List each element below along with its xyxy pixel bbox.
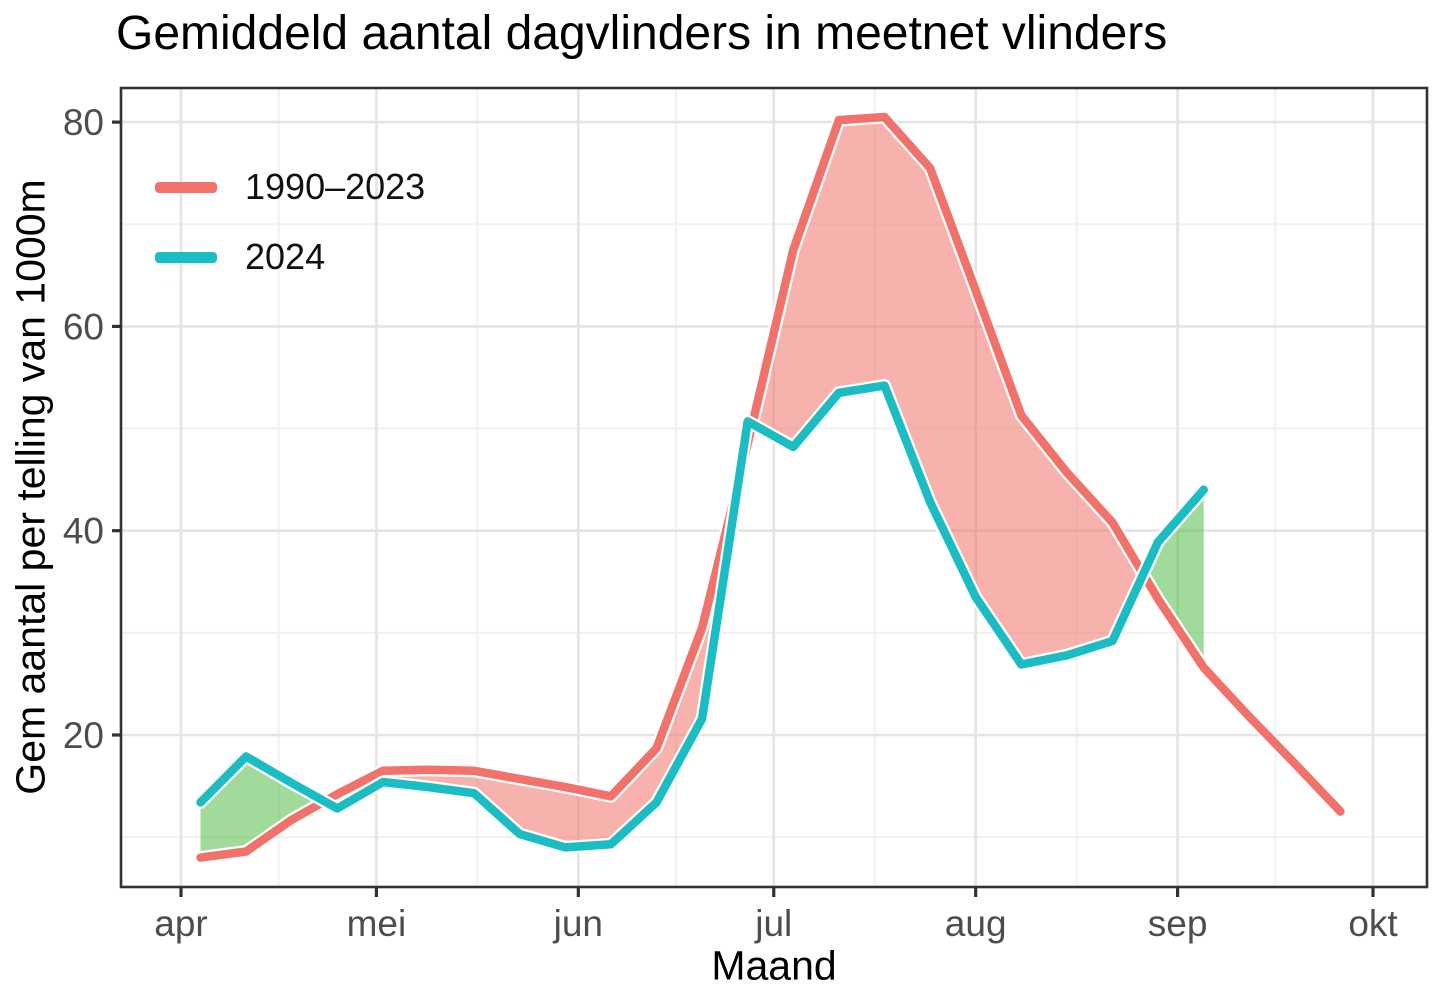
y-tick-label-40: 40 — [63, 511, 104, 552]
x-axis-title: Maand — [711, 942, 837, 989]
legend-entry-2024: 2024 — [155, 222, 425, 292]
y-axis-title: Gem aantal per telling van 1000m — [7, 179, 54, 795]
y-tick-label-20: 20 — [63, 715, 104, 756]
x-tick-label-mei: mei — [347, 903, 407, 944]
legend-swatch-2024 — [155, 251, 217, 263]
ribbon-2024-above — [1143, 489, 1204, 668]
series-line-1990-2023 — [196, 112, 1345, 862]
x-tick-label-jul: jul — [754, 903, 792, 944]
legend-label-2024: 2024 — [245, 236, 326, 277]
legend: 1990–2023 2024 — [155, 152, 425, 292]
x-tick-label-sep: sep — [1148, 903, 1208, 944]
x-tick-label-aug: aug — [945, 903, 1007, 944]
x-tick-label-apr: apr — [154, 903, 207, 944]
y-tick-label-80: 80 — [63, 102, 104, 143]
series-line-2024 — [196, 381, 1208, 852]
chart-title: Gemiddeld aantal dagvlinders in meetnet … — [116, 7, 1168, 60]
ribbon-2024-above — [200, 756, 325, 858]
legend-entry-1990-2023: 1990–2023 — [155, 152, 425, 222]
ribbon-historical-above — [752, 117, 1144, 665]
legend-label-1990-2023: 1990–2023 — [245, 166, 426, 207]
x-tick-label-okt: okt — [1348, 903, 1398, 944]
panel-border — [119, 86, 1429, 889]
legend-swatch-1990-2023 — [155, 181, 217, 193]
x-tick-label-jun: jun — [553, 903, 603, 944]
y-tick-label-60: 60 — [63, 306, 104, 347]
